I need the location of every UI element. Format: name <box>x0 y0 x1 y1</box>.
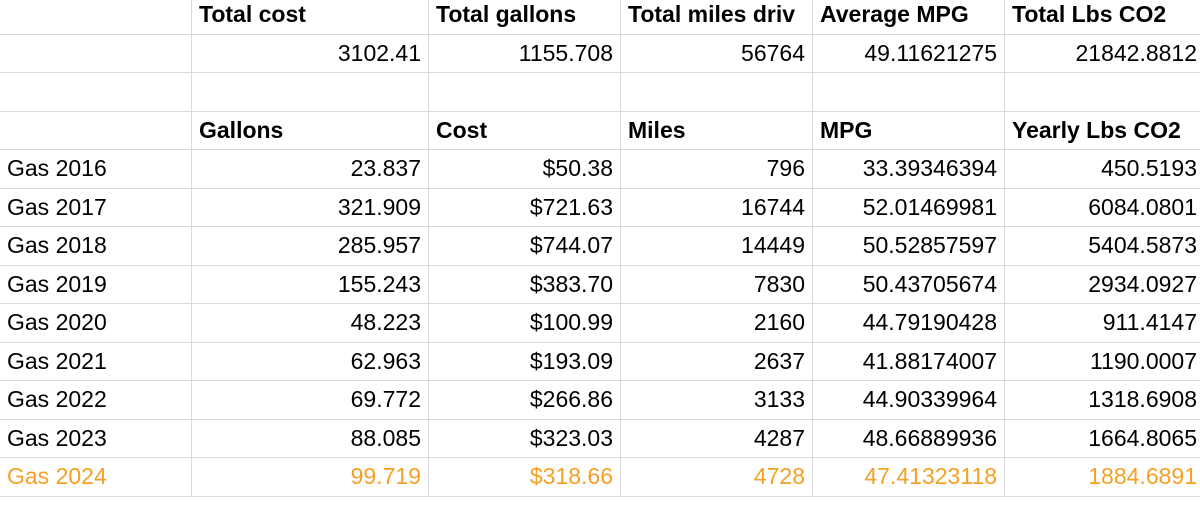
cost-cell[interactable]: $721.63 <box>428 187 621 227</box>
co2-cell[interactable]: 1318.6908 <box>1004 380 1200 420</box>
gallons-cell[interactable]: 88.085 <box>191 418 429 458</box>
cost-cell[interactable]: $193.09 <box>428 341 621 381</box>
mpg-cell[interactable]: 44.79190428 <box>812 303 1005 343</box>
co2-cell[interactable]: 1664.8065 <box>1004 418 1200 458</box>
co2-cell[interactable]: 911.4147 <box>1004 303 1200 343</box>
miles-cell[interactable]: 796 <box>620 149 813 189</box>
row-label[interactable]: Gas 2018 <box>0 226 192 266</box>
cell[interactable] <box>428 72 621 112</box>
co2-cell[interactable]: 6084.0801 <box>1004 187 1200 227</box>
header-total-gallons[interactable]: Total gallons <box>428 0 621 35</box>
header-miles[interactable]: Miles <box>620 110 813 150</box>
miles-cell[interactable]: 2160 <box>620 303 813 343</box>
cell[interactable] <box>620 72 813 112</box>
cost-cell[interactable]: $744.07 <box>428 226 621 266</box>
cost-cell[interactable]: $266.86 <box>428 380 621 420</box>
table-row: Gas 2018 285.957 $744.07 14449 50.528575… <box>0 226 1200 266</box>
value-total-co2[interactable]: 21842.8812 <box>1004 33 1200 73</box>
cost-cell[interactable]: $323.03 <box>428 418 621 458</box>
cost-cell[interactable]: $50.38 <box>428 149 621 189</box>
cell[interactable] <box>0 72 192 112</box>
co2-cell[interactable]: 2934.0927 <box>1004 264 1200 304</box>
header-average-mpg[interactable]: Average MPG <box>812 0 1005 35</box>
mpg-cell[interactable]: 47.41323118 <box>812 457 1005 497</box>
mpg-cell[interactable]: 52.01469981 <box>812 187 1005 227</box>
row-label[interactable]: Gas 2021 <box>0 341 192 381</box>
value-total-cost[interactable]: 3102.41 <box>191 33 429 73</box>
co2-cell[interactable]: 1190.0007 <box>1004 341 1200 381</box>
value-total-miles[interactable]: 56764 <box>620 33 813 73</box>
table-header-row: Gallons Cost Miles MPG Yearly Lbs CO2 <box>0 110 1200 150</box>
header-total-co2[interactable]: Total Lbs CO2 <box>1004 0 1200 35</box>
gallons-cell[interactable]: 99.719 <box>191 457 429 497</box>
row-label[interactable]: Gas 2020 <box>0 303 192 343</box>
cell[interactable] <box>191 72 429 112</box>
empty-row <box>0 72 1200 112</box>
value-average-mpg[interactable]: 49.11621275 <box>812 33 1005 73</box>
table-row-highlighted: Gas 2024 99.719 $318.66 4728 47.41323118… <box>0 457 1200 497</box>
summary-value-row: 3102.41 1155.708 56764 49.11621275 21842… <box>0 33 1200 73</box>
spreadsheet-grid: Total cost Total gallons Total miles dri… <box>0 0 1200 497</box>
co2-cell[interactable]: 1884.6891 <box>1004 457 1200 497</box>
table-row: Gas 2020 48.223 $100.99 2160 44.79190428… <box>0 303 1200 343</box>
mpg-cell[interactable]: 33.39346394 <box>812 149 1005 189</box>
mpg-cell[interactable]: 44.90339964 <box>812 380 1005 420</box>
row-label[interactable]: Gas 2016 <box>0 149 192 189</box>
table-row: Gas 2016 23.837 $50.38 796 33.39346394 4… <box>0 149 1200 189</box>
miles-cell[interactable]: 2637 <box>620 341 813 381</box>
cell[interactable] <box>812 72 1005 112</box>
mpg-cell[interactable]: 41.88174007 <box>812 341 1005 381</box>
header-yearly-co2[interactable]: Yearly Lbs CO2 <box>1004 110 1200 150</box>
gallons-cell[interactable]: 321.909 <box>191 187 429 227</box>
table-row: Gas 2022 69.772 $266.86 3133 44.90339964… <box>0 380 1200 420</box>
header-cost[interactable]: Cost <box>428 110 621 150</box>
mpg-cell[interactable]: 50.52857597 <box>812 226 1005 266</box>
gallons-cell[interactable]: 155.243 <box>191 264 429 304</box>
mpg-cell[interactable]: 50.43705674 <box>812 264 1005 304</box>
cost-cell[interactable]: $318.66 <box>428 457 621 497</box>
gallons-cell[interactable]: 285.957 <box>191 226 429 266</box>
row-label[interactable]: Gas 2023 <box>0 418 192 458</box>
cell[interactable] <box>0 33 192 73</box>
miles-cell[interactable]: 4287 <box>620 418 813 458</box>
header-total-cost[interactable]: Total cost <box>191 0 429 35</box>
table-row: Gas 2021 62.963 $193.09 2637 41.88174007… <box>0 341 1200 381</box>
row-label[interactable]: Gas 2019 <box>0 264 192 304</box>
miles-cell[interactable]: 16744 <box>620 187 813 227</box>
gallons-cell[interactable]: 62.963 <box>191 341 429 381</box>
value-total-gallons[interactable]: 1155.708 <box>428 33 621 73</box>
header-gallons[interactable]: Gallons <box>191 110 429 150</box>
miles-cell[interactable]: 3133 <box>620 380 813 420</box>
gallons-cell[interactable]: 23.837 <box>191 149 429 189</box>
mpg-cell[interactable]: 48.66889936 <box>812 418 1005 458</box>
summary-header-row: Total cost Total gallons Total miles dri… <box>0 0 1200 35</box>
table-row: Gas 2019 155.243 $383.70 7830 50.4370567… <box>0 264 1200 304</box>
cost-cell[interactable]: $383.70 <box>428 264 621 304</box>
gallons-cell[interactable]: 48.223 <box>191 303 429 343</box>
cell[interactable] <box>0 0 192 35</box>
header-mpg[interactable]: MPG <box>812 110 1005 150</box>
gallons-cell[interactable]: 69.772 <box>191 380 429 420</box>
cell[interactable] <box>0 110 192 150</box>
table-row: Gas 2023 88.085 $323.03 4287 48.66889936… <box>0 418 1200 458</box>
table-row: Gas 2017 321.909 $721.63 16744 52.014699… <box>0 187 1200 227</box>
header-total-miles[interactable]: Total miles driv <box>620 0 813 35</box>
cell[interactable] <box>1004 72 1200 112</box>
miles-cell[interactable]: 14449 <box>620 226 813 266</box>
row-label[interactable]: Gas 2022 <box>0 380 192 420</box>
miles-cell[interactable]: 4728 <box>620 457 813 497</box>
co2-cell[interactable]: 450.5193 <box>1004 149 1200 189</box>
miles-cell[interactable]: 7830 <box>620 264 813 304</box>
co2-cell[interactable]: 5404.5873 <box>1004 226 1200 266</box>
cost-cell[interactable]: $100.99 <box>428 303 621 343</box>
row-label[interactable]: Gas 2024 <box>0 457 192 497</box>
row-label[interactable]: Gas 2017 <box>0 187 192 227</box>
